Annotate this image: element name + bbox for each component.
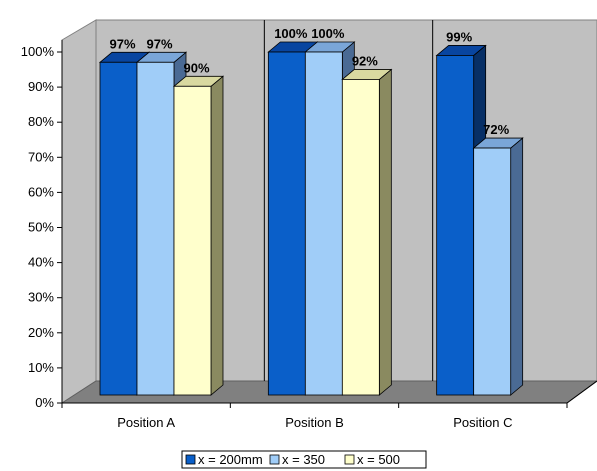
- y-tick-label: 90%: [28, 79, 54, 94]
- legend-label: x = 200mm: [198, 452, 263, 467]
- bar-front: [341, 79, 380, 396]
- data-label: 99%: [446, 29, 472, 44]
- bar: [472, 137, 524, 396]
- bar: [172, 75, 225, 396]
- category-label: Position A: [117, 415, 175, 430]
- bar-side: [510, 137, 524, 396]
- y-tick-label: 20%: [28, 325, 54, 340]
- data-label: 92%: [352, 53, 378, 68]
- data-label: 90%: [183, 60, 209, 75]
- legend: x = 200mm x = 350 x = 500: [181, 450, 427, 469]
- data-label: 100%: [311, 26, 345, 41]
- bar: [341, 68, 393, 396]
- y-tick-label: 0%: [35, 395, 54, 410]
- side-wall: [61, 19, 97, 404]
- legend-label: x = 500: [357, 452, 400, 467]
- y-tick-label: 50%: [28, 220, 54, 235]
- bar-front: [99, 61, 138, 396]
- data-label: 97%: [109, 36, 135, 51]
- bar-front: [136, 61, 175, 396]
- y-tick-label: 80%: [28, 114, 54, 129]
- y-tick-label: 40%: [28, 255, 54, 270]
- data-label: 100%: [274, 26, 308, 41]
- category-label: Position C: [453, 415, 512, 430]
- bar-front: [436, 55, 475, 396]
- bar-front: [267, 51, 306, 396]
- legend-swatch: [269, 454, 280, 465]
- y-tick-label: 100%: [21, 44, 55, 59]
- y-tick-label: 10%: [28, 360, 54, 375]
- bar: [98, 51, 151, 396]
- legend-box: [181, 450, 427, 469]
- y-tick-label: 60%: [28, 184, 54, 199]
- y-tick-label: 30%: [28, 290, 54, 305]
- legend-swatch: [344, 454, 355, 465]
- legend-swatch: [185, 454, 196, 465]
- data-label: 97%: [146, 36, 172, 51]
- bar-front: [473, 147, 512, 396]
- floor-edge: [566, 380, 597, 404]
- bar-side: [378, 68, 392, 396]
- legend-label: x = 350: [282, 452, 325, 467]
- bar-front: [304, 51, 343, 396]
- bar-side: [210, 75, 224, 396]
- category-label: Position B: [285, 415, 344, 430]
- y-tick-label: 70%: [28, 149, 54, 164]
- data-label: 72%: [483, 122, 509, 137]
- bar-front: [173, 85, 212, 396]
